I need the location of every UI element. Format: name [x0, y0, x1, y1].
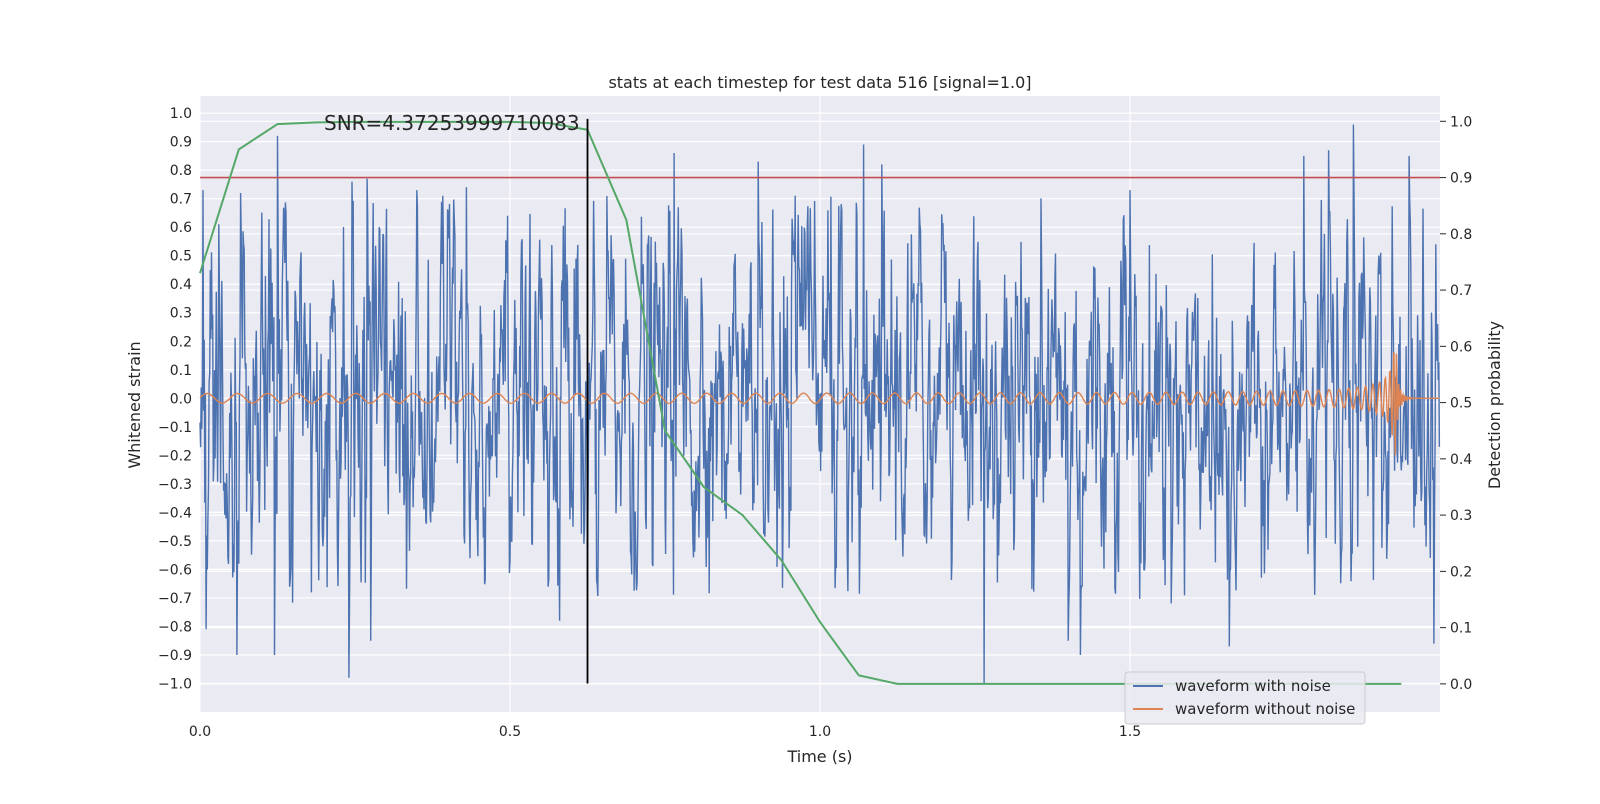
y-tick-label: −0.3: [158, 477, 192, 493]
y-axis-label: Whitened strain: [125, 341, 144, 468]
y-tick-label: −1.0: [158, 676, 192, 692]
y2-tick-label: 0.2: [1450, 564, 1472, 580]
y-tick-label: 0.0: [170, 391, 192, 407]
y-tick-label: 0.3: [170, 306, 192, 322]
y-tick-label: 0.4: [170, 277, 192, 293]
y2-tick-label: 0.4: [1450, 452, 1472, 468]
x-tick-label: 1.5: [1119, 724, 1141, 740]
y2-tick-label: 0.5: [1450, 396, 1472, 412]
y2-tick-label: 0.9: [1450, 171, 1472, 187]
y2-tick-label: 0.3: [1450, 508, 1472, 524]
legend-label-noise: waveform with noise: [1175, 677, 1331, 695]
y2-tick-label: 0.8: [1450, 227, 1472, 243]
y-tick-label: −0.2: [158, 448, 192, 464]
y-tick-label: −0.1: [158, 420, 192, 436]
y-tick-label: −0.6: [158, 562, 192, 578]
y-tick-label: −0.9: [158, 648, 192, 664]
x-tick-label: 0.5: [499, 724, 521, 740]
y2-tick-label: 0.6: [1450, 339, 1472, 355]
legend-label-clean: waveform without noise: [1175, 700, 1355, 718]
y-tick-label: 0.9: [170, 135, 192, 151]
y-tick-label: 0.2: [170, 334, 192, 350]
y2-tick-label: 1.0: [1450, 114, 1472, 130]
legend: waveform with noise waveform without noi…: [1125, 672, 1365, 724]
x-axis-label: Time (s): [786, 747, 852, 766]
y2-axis-label: Detection probability: [1485, 321, 1504, 489]
y-tick-label: −0.5: [158, 534, 192, 550]
y-tick-label: −0.8: [158, 619, 192, 635]
chart-title: stats at each timestep for test data 516…: [608, 73, 1031, 92]
y-tick-label: 0.7: [170, 192, 192, 208]
y-tick-label: 0.5: [170, 249, 192, 265]
x-tick-label: 0.0: [189, 724, 211, 740]
y2-tick-label: 0.0: [1450, 677, 1472, 693]
y-tick-label: 0.1: [170, 363, 192, 379]
y-tick-label: 0.6: [170, 220, 192, 236]
y-tick-label: 0.8: [170, 163, 192, 179]
y-tick-label: −0.7: [158, 591, 192, 607]
y-tick-label: −0.4: [158, 505, 192, 521]
y2-tick-label: 0.7: [1450, 283, 1472, 299]
y-tick-label: 1.0: [170, 106, 192, 122]
x-tick-label: 1.0: [809, 724, 831, 740]
y2-tick-label: 0.1: [1450, 621, 1472, 637]
snr-annotation: SNR=4.37253999710083: [324, 111, 580, 135]
